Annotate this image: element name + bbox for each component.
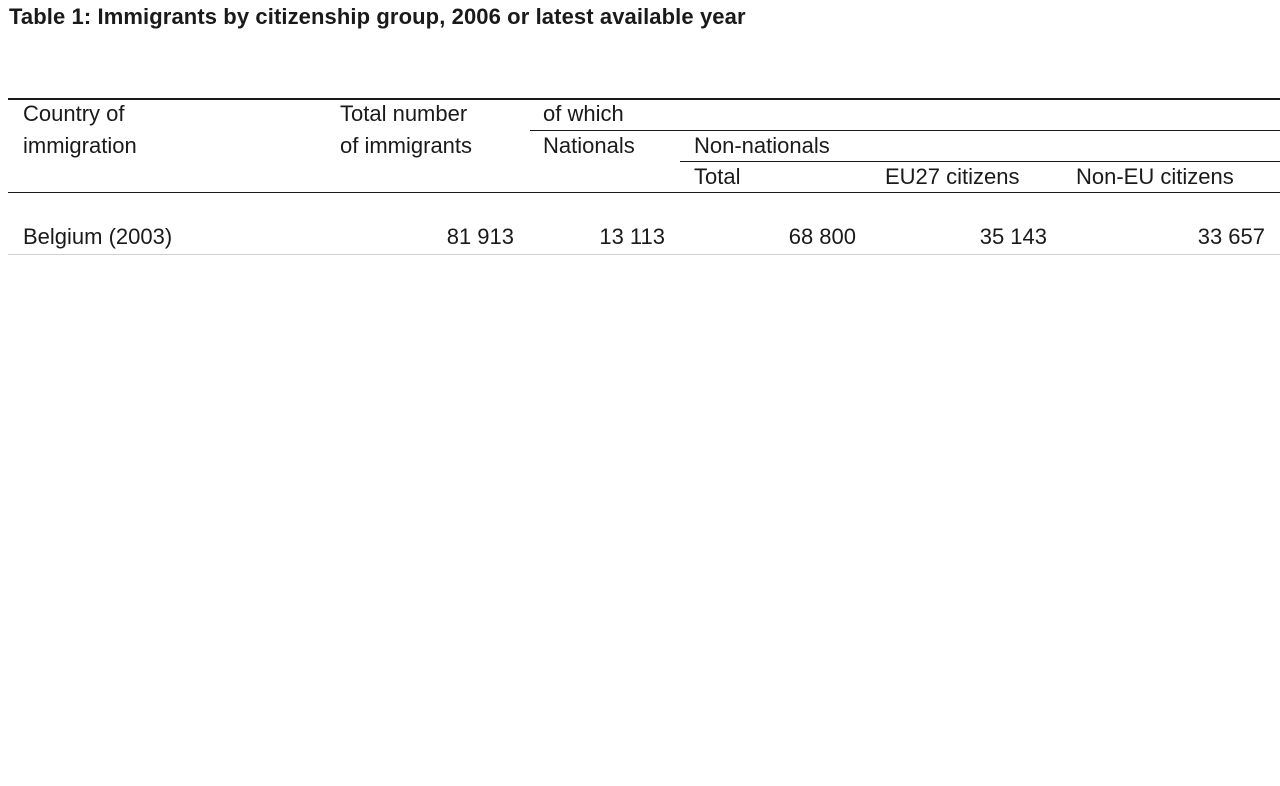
- header-top-rule: [8, 98, 1280, 100]
- header-total-line2: of immigrants: [340, 133, 473, 158]
- header-country-line1: Country of: [23, 101, 125, 126]
- cell-nn-total: 68 800: [788, 224, 856, 249]
- cell-nationals: 13 113: [599, 224, 665, 249]
- header-nationals: Nationals: [543, 133, 635, 158]
- header-nn-total: Total: [694, 164, 741, 189]
- header-of-which: of which: [543, 101, 624, 126]
- cell-country: Belgium (2003): [23, 224, 173, 249]
- header-total-line1: Total number: [340, 101, 468, 126]
- cell-eu27: 35 143: [979, 224, 1047, 249]
- cell-total: 81 913: [446, 224, 514, 249]
- header-non-nationals: Non-nationals: [694, 133, 830, 158]
- cell-non-eu: 33 657: [1197, 224, 1265, 249]
- header-country-line2: immigration: [23, 133, 137, 158]
- row-bottom-rule: [8, 254, 1280, 255]
- header-bottom-rule: [8, 192, 1280, 193]
- table-title: Table 1: Immigrants by citizenship group…: [9, 4, 746, 29]
- of-which-rule: [530, 130, 1280, 131]
- header-eu27: EU27 citizens: [885, 164, 1020, 189]
- non-nationals-rule: [680, 161, 1280, 162]
- header-non-eu: Non-EU citizens: [1076, 164, 1234, 189]
